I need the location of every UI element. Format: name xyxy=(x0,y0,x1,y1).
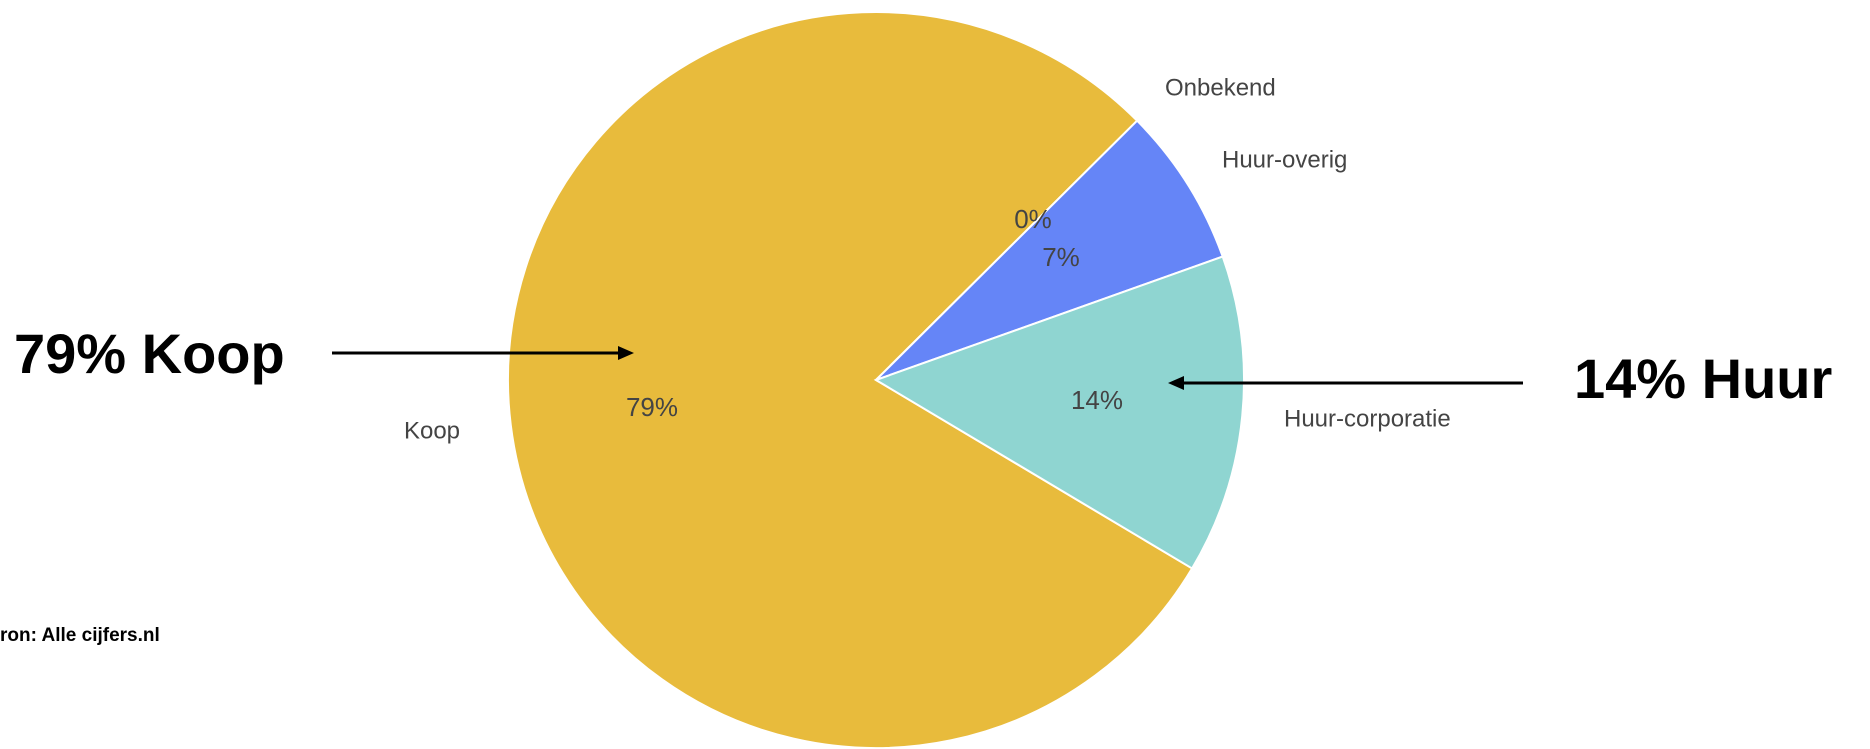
arrow-head xyxy=(618,346,634,360)
slice-value-label: 14% xyxy=(1071,385,1123,415)
pie xyxy=(507,11,1245,749)
annotation: 14% Huur xyxy=(1574,347,1832,410)
slice-value-label: 7% xyxy=(1042,242,1080,272)
slice-category-label: Huur-corporatie xyxy=(1284,405,1451,432)
pie-slice xyxy=(875,119,1224,381)
source: ron: Alle cijfers.nl xyxy=(0,625,160,646)
slice-category-label: Onbekend xyxy=(1165,74,1276,101)
arrow-head xyxy=(1168,376,1184,390)
pie-slice xyxy=(507,11,1194,749)
slice-category-label: Huur-overig xyxy=(1222,146,1347,173)
slice-category-label: Koop xyxy=(404,417,460,444)
annotation: 79% Koop xyxy=(14,322,285,385)
slice-value-label: 0% xyxy=(1014,204,1052,234)
slice-value-label: 79% xyxy=(626,392,678,422)
pie-slice xyxy=(873,255,1245,570)
